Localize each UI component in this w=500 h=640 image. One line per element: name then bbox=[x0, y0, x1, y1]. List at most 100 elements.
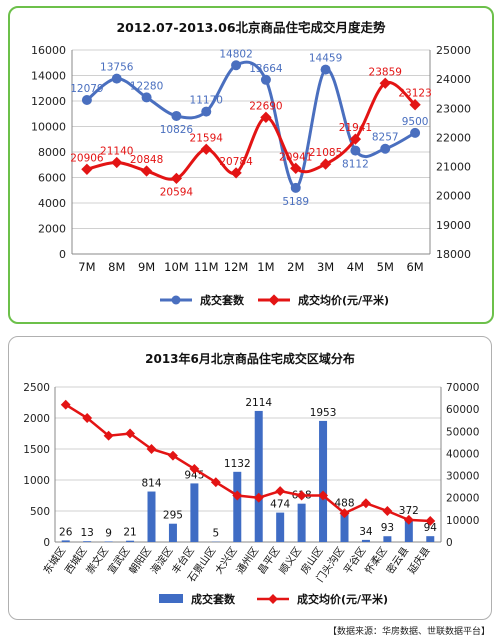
y-left-tick-label: 0 bbox=[43, 537, 50, 549]
units-data-label: 8112 bbox=[342, 159, 369, 171]
price-point bbox=[189, 463, 200, 474]
y-right-tick-label: 23000 bbox=[436, 102, 471, 115]
y-left-tick-label: 2500 bbox=[23, 382, 50, 394]
legend-price-marker bbox=[268, 294, 280, 306]
units-point bbox=[141, 92, 152, 103]
district-bar bbox=[361, 539, 370, 542]
y-left-tick-label: 4000 bbox=[38, 197, 66, 210]
bar-data-label: 2114 bbox=[245, 397, 272, 409]
price-point bbox=[140, 165, 153, 177]
price-point bbox=[260, 111, 272, 123]
bar-data-label: 26 bbox=[59, 526, 73, 538]
y-left-tick-label: 500 bbox=[30, 506, 50, 518]
bar-data-label: 488 bbox=[334, 498, 354, 510]
price-point bbox=[290, 162, 302, 174]
y-right-tick-label: 0 bbox=[446, 537, 453, 549]
price-point bbox=[210, 477, 221, 488]
bar-data-label: 34 bbox=[359, 526, 373, 538]
price-point bbox=[200, 143, 212, 155]
y-right-tick-label: 18000 bbox=[436, 248, 471, 261]
units-data-label: 13664 bbox=[249, 63, 283, 75]
legend-price-label: 成交均价(元/平米) bbox=[297, 592, 388, 606]
price-data-label: 21085 bbox=[309, 147, 342, 159]
bar-data-label: 13 bbox=[80, 527, 93, 539]
district-bar bbox=[104, 541, 113, 542]
y-right-tick-label: 70000 bbox=[446, 382, 479, 394]
units-point bbox=[231, 60, 242, 71]
district-distribution-chart: 2013年6月北京商品住宅成交区域分布 0 500 1000 1500 2000 2500 0… bbox=[23, 351, 479, 606]
y-right-tick-label: 40000 bbox=[446, 448, 479, 460]
x-tick-label: 12M bbox=[224, 260, 249, 274]
bar-data-label: 21 bbox=[123, 527, 136, 539]
units-point bbox=[81, 94, 92, 105]
district-bar bbox=[297, 503, 306, 542]
district-bar bbox=[404, 518, 413, 542]
x-tick-label: 10M bbox=[164, 260, 189, 274]
y-left-tick-label: 14000 bbox=[31, 70, 66, 83]
bar-data-label: 1953 bbox=[310, 407, 337, 419]
price-data-label: 21594 bbox=[190, 132, 224, 144]
x-tick-label: 6M bbox=[406, 260, 423, 274]
y-right-tick-label: 20000 bbox=[436, 190, 471, 203]
x-tick-label: 7M bbox=[78, 260, 95, 274]
legend-bar-swatch bbox=[159, 594, 183, 603]
district-bar bbox=[383, 536, 392, 542]
district-bar bbox=[61, 540, 70, 542]
bar-data-label: 94 bbox=[424, 522, 438, 534]
price-data-label: 20784 bbox=[219, 156, 253, 168]
price-point bbox=[253, 492, 264, 503]
y-right-tick-label: 25000 bbox=[436, 44, 471, 57]
units-point bbox=[380, 143, 391, 154]
units-point bbox=[290, 182, 301, 193]
bar-data-label: 295 bbox=[163, 510, 183, 522]
bar-data-label: 5 bbox=[212, 528, 219, 540]
price-point bbox=[170, 172, 183, 185]
x-tick-label: 3M bbox=[317, 260, 334, 274]
price-point bbox=[349, 133, 362, 145]
y-left-tick-label: 1000 bbox=[23, 475, 50, 487]
units-data-label: 14802 bbox=[219, 48, 252, 60]
x-tick-label: 9M bbox=[138, 260, 155, 274]
units-point bbox=[111, 73, 122, 84]
y-right-tick-label: 24000 bbox=[436, 73, 471, 86]
price-data-label: 23859 bbox=[369, 66, 402, 78]
units-point bbox=[201, 106, 212, 117]
price-data-label: 20941 bbox=[279, 151, 312, 163]
y-left-tick-label: 10000 bbox=[31, 121, 66, 134]
price-data-label: 23123 bbox=[398, 88, 431, 100]
units-data-label: 10826 bbox=[160, 124, 194, 136]
units-data-label: 12280 bbox=[130, 80, 163, 92]
price-point bbox=[319, 158, 332, 170]
district-bar bbox=[426, 536, 435, 542]
y-left-tick-label: 16000 bbox=[31, 44, 66, 57]
y-right-tick-label: 30000 bbox=[446, 471, 479, 483]
x-tick-label: 4M bbox=[347, 260, 364, 274]
chart-title: 2012.07-2013.06北京商品住宅成交月度走势 bbox=[116, 20, 386, 35]
data-source-note: 【数据来源：华房数据、世联数据平台】 bbox=[327, 627, 490, 637]
units-point bbox=[350, 145, 361, 156]
district-bar bbox=[147, 491, 156, 542]
bar-data-label: 814 bbox=[141, 478, 161, 490]
monthly-trend-chart-panel: 2012.07-2013.06北京商品住宅成交月度走势 0 2000 4000 6000… bbox=[8, 6, 494, 324]
bar-data-label: 372 bbox=[399, 505, 419, 517]
bar-data-label: 9 bbox=[105, 527, 112, 539]
price-data-label: 20848 bbox=[130, 154, 163, 166]
chart-title: 2013年6月北京商品住宅成交区域分布 bbox=[145, 351, 355, 366]
price-point bbox=[103, 430, 114, 441]
district-bar bbox=[340, 511, 349, 542]
price-point bbox=[81, 163, 93, 175]
price-data-label: 22690 bbox=[249, 100, 282, 112]
x-tick-label: 1M bbox=[257, 260, 274, 274]
district-bar bbox=[190, 483, 199, 542]
x-tick-label: 2M bbox=[287, 260, 304, 274]
y-left-tick-label: 6000 bbox=[38, 172, 66, 185]
units-data-label: 11170 bbox=[190, 95, 223, 107]
bar-data-label: 1132 bbox=[224, 458, 251, 470]
y-right-tick-label: 19000 bbox=[436, 219, 471, 232]
district-distribution-chart-panel: 2013年6月北京商品住宅成交区域分布 0 500 1000 1500 2000 2500 0… bbox=[8, 336, 492, 620]
legend-units-label: 成交套数 bbox=[200, 293, 245, 307]
legend-bar-label: 成交套数 bbox=[191, 592, 236, 606]
price-data-label: 20594 bbox=[160, 186, 194, 198]
units-data-label: 9500 bbox=[402, 116, 429, 128]
y-left-tick-label: 1500 bbox=[23, 444, 50, 456]
